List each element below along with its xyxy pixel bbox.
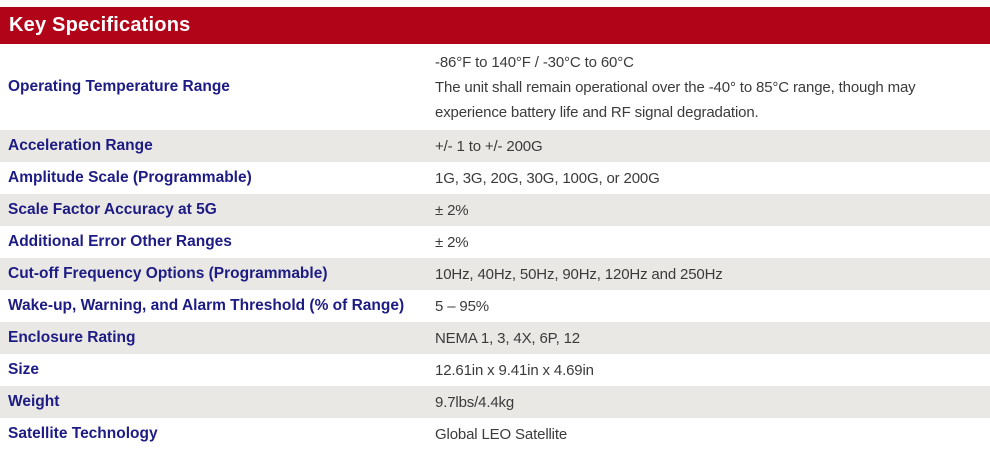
spec-row: Cut-off Frequency Options (Programmable)… [0, 258, 990, 290]
spec-row: Enclosure Rating NEMA 1, 3, 4X, 6P, 12 [0, 322, 990, 354]
section-header-bar: Key Specifications [0, 7, 990, 44]
spec-value-line: 10Hz, 40Hz, 50Hz, 90Hz, 120Hz and 250Hz [435, 265, 723, 283]
spec-value: 1G, 3G, 20G, 30G, 100G, or 200G [435, 162, 990, 194]
spec-label: Cut-off Frequency Options (Programmable) [8, 265, 328, 282]
spec-label: Size [8, 361, 40, 378]
spec-value-line: 5 – 95% [435, 297, 489, 315]
spec-value: 12.61in x 9.41in x 4.69in [435, 354, 990, 386]
spec-row: Additional Error Other Ranges ± 2% [0, 226, 990, 258]
spec-value: Global LEO Satellite [435, 418, 990, 450]
spec-row: Weight 9.7lbs/4.4kg [0, 386, 990, 418]
spec-row: Wake-up, Warning, and Alarm Threshold (%… [0, 290, 990, 322]
spec-label: Additional Error Other Ranges [8, 233, 232, 250]
spec-row: Satellite Technology Global LEO Satellite [0, 418, 990, 450]
section-title: Key Specifications [9, 14, 191, 36]
spec-value-line: 9.7lbs/4.4kg [435, 393, 515, 411]
spec-row: Size 12.61in x 9.41in x 4.69in [0, 354, 990, 386]
spec-label: Satellite Technology [8, 425, 158, 442]
spec-label: Scale Factor Accuracy at 5G [8, 201, 217, 218]
spec-label: Operating Temperature Range [8, 78, 230, 95]
spec-row: Scale Factor Accuracy at 5G ± 2% [0, 194, 990, 226]
spec-value-line: Global LEO Satellite [435, 425, 568, 443]
spec-value-line: ± 2% [435, 233, 469, 251]
spec-value: 10Hz, 40Hz, 50Hz, 90Hz, 120Hz and 250Hz [435, 258, 990, 290]
spec-label: Acceleration Range [8, 137, 153, 154]
spec-label: Enclosure Rating [8, 329, 136, 346]
spec-value-line: 1G, 3G, 20G, 30G, 100G, or 200G [435, 169, 660, 187]
spec-value: 5 – 95% [435, 290, 990, 322]
spec-value-line: NEMA 1, 3, 4X, 6P, 12 [435, 329, 580, 347]
spec-table-body: Operating Temperature Range -86°F to 140°… [0, 44, 990, 450]
spec-label: Wake-up, Warning, and Alarm Threshold (%… [8, 297, 405, 314]
spec-row: Operating Temperature Range -86°F to 140°… [0, 44, 990, 130]
spec-value: -86°F to 140°F / -30°C to 60°C The unit s… [435, 44, 990, 130]
spec-label: Weight [8, 393, 60, 410]
spec-value-line: 12.61in x 9.41in x 4.69in [435, 361, 594, 379]
spec-value: 9.7lbs/4.4kg [435, 386, 990, 418]
spec-value-line: experience battery life and RF signal de… [435, 103, 759, 121]
spec-value-line: +/- 1 to +/- 200G [435, 137, 543, 155]
spec-value: ± 2% [435, 226, 990, 258]
spec-label: Amplitude Scale (Programmable) [8, 169, 252, 186]
spec-value: NEMA 1, 3, 4X, 6P, 12 [435, 322, 990, 354]
spec-value-line: The unit shall remain operational over t… [435, 78, 916, 96]
spec-value: +/- 1 to +/- 200G [435, 130, 990, 162]
spec-value: ± 2% [435, 194, 990, 226]
spec-value-line: ± 2% [435, 201, 469, 219]
spec-row: Amplitude Scale (Programmable) 1G, 3G, 20… [0, 162, 990, 194]
spec-row: Acceleration Range +/- 1 to +/- 200G [0, 130, 990, 162]
spec-value-line: -86°F to 140°F / -30°C to 60°C [435, 53, 634, 71]
